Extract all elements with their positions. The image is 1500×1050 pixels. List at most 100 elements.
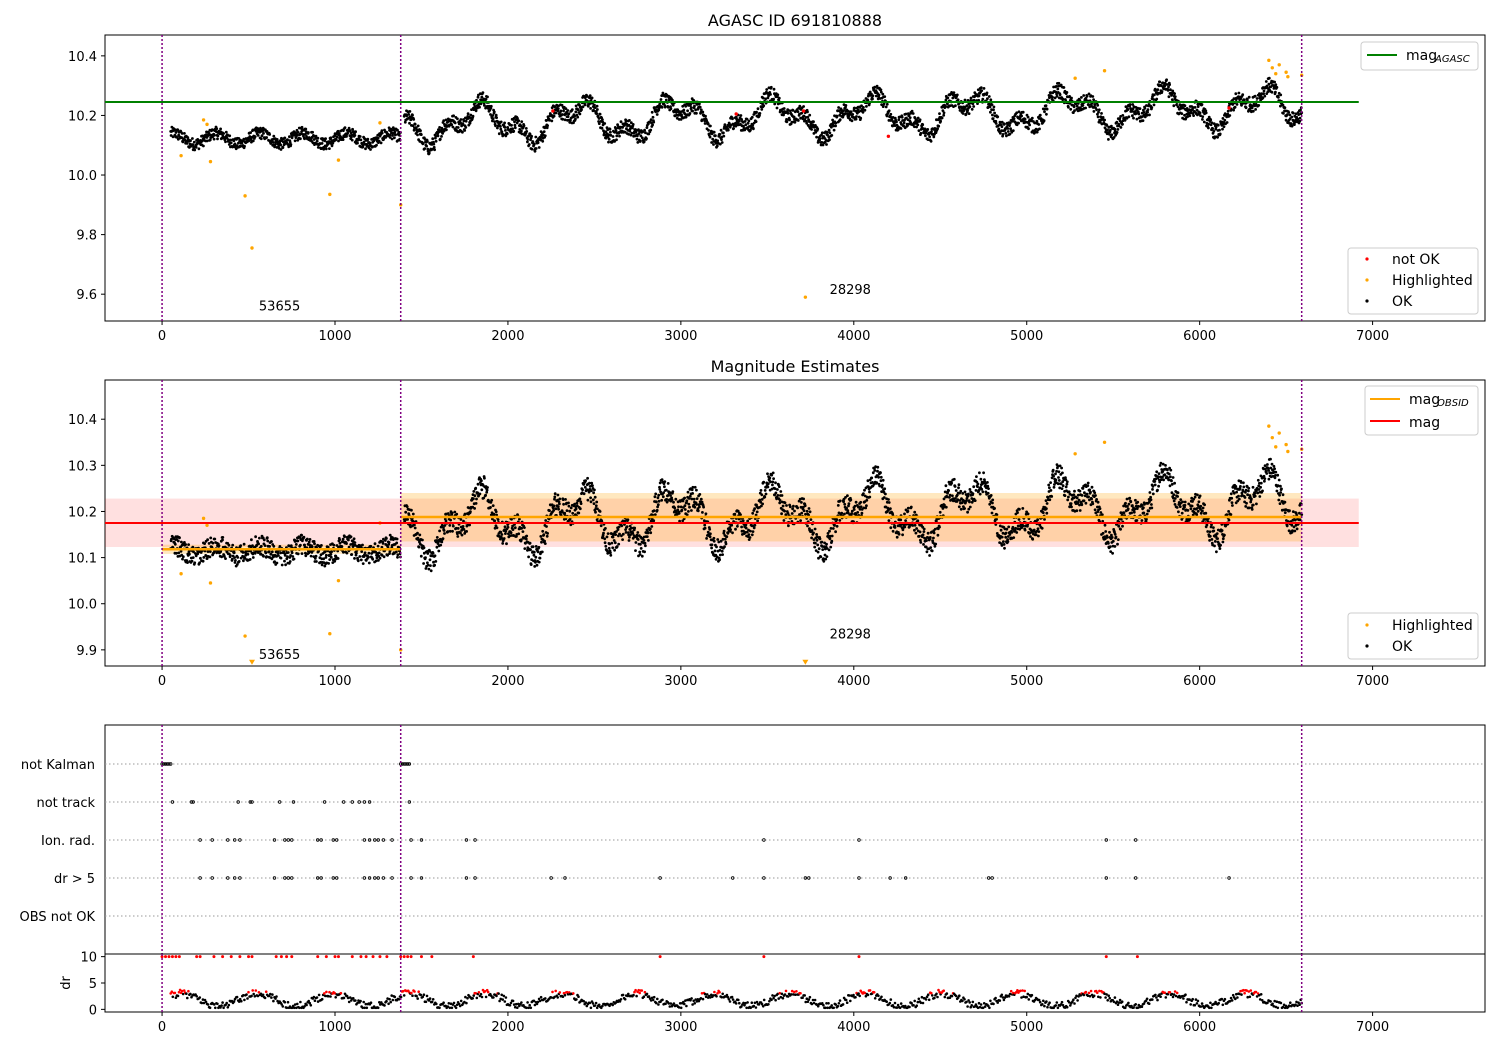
ok-point bbox=[181, 555, 185, 559]
ok-point bbox=[1023, 117, 1027, 121]
ok-point bbox=[693, 505, 697, 509]
ok-point bbox=[1216, 123, 1220, 127]
ok-point bbox=[1183, 104, 1187, 108]
not-ok-point bbox=[734, 112, 738, 116]
legend-highlighted: Highlighted bbox=[1392, 273, 1473, 289]
ok-point bbox=[1107, 138, 1110, 141]
not-ok-point bbox=[801, 109, 806, 113]
ok-point bbox=[1141, 119, 1145, 122]
ok-point bbox=[513, 120, 516, 124]
ok-point bbox=[750, 533, 754, 537]
ok-point bbox=[390, 137, 394, 141]
ok-point bbox=[1130, 110, 1134, 113]
ok-point bbox=[989, 110, 992, 114]
ok-point bbox=[1262, 92, 1265, 96]
ok-point bbox=[884, 492, 887, 496]
ok-point bbox=[340, 545, 344, 548]
ok-point bbox=[812, 531, 815, 535]
ok-point bbox=[753, 507, 756, 511]
ok-point bbox=[873, 85, 877, 89]
ok-point bbox=[673, 506, 677, 510]
ok-point bbox=[788, 118, 791, 122]
ok-point bbox=[866, 98, 870, 102]
ok-point bbox=[785, 120, 789, 124]
ok-point bbox=[946, 102, 949, 106]
ok-point bbox=[280, 563, 284, 567]
ok-point bbox=[177, 551, 181, 555]
ok-point bbox=[205, 139, 209, 143]
ok-point bbox=[336, 557, 340, 560]
ok-point bbox=[362, 140, 366, 144]
y-tick-label: 10.4 bbox=[68, 413, 97, 428]
ok-point bbox=[472, 490, 476, 493]
ok-point bbox=[634, 541, 638, 544]
ok-point bbox=[1069, 107, 1073, 111]
ok-point bbox=[851, 113, 855, 116]
ok-point bbox=[247, 139, 251, 143]
ok-point bbox=[693, 104, 696, 108]
ok-point bbox=[668, 491, 672, 495]
ok-point bbox=[1081, 104, 1085, 107]
ok-point bbox=[643, 541, 647, 545]
ok-point bbox=[857, 110, 861, 114]
ok-point bbox=[192, 140, 196, 144]
ok-point bbox=[1290, 124, 1294, 128]
ok-point bbox=[879, 471, 882, 475]
ok-point bbox=[1073, 109, 1076, 113]
ok-point bbox=[751, 511, 755, 515]
ok-point bbox=[629, 121, 633, 125]
ok-point bbox=[657, 493, 661, 497]
ok-point bbox=[595, 104, 599, 108]
ok-point bbox=[829, 545, 833, 549]
ok-point bbox=[902, 121, 906, 125]
ok-point bbox=[820, 141, 824, 144]
ok-point bbox=[412, 118, 416, 121]
ok-point bbox=[881, 105, 885, 108]
ok-point bbox=[879, 90, 883, 94]
ok-point bbox=[1087, 103, 1090, 106]
ok-point bbox=[532, 142, 536, 146]
ok-point bbox=[411, 512, 415, 516]
ok-point bbox=[699, 497, 703, 501]
ok-point bbox=[646, 531, 650, 535]
ok-point bbox=[442, 529, 446, 532]
ok-point bbox=[698, 105, 702, 109]
ok-point bbox=[875, 481, 879, 485]
ok-point bbox=[969, 96, 973, 100]
ok-point bbox=[1115, 120, 1119, 124]
ok-point bbox=[546, 532, 549, 535]
ok-point bbox=[1006, 127, 1010, 130]
ok-point bbox=[486, 95, 489, 99]
ok-point bbox=[201, 134, 205, 138]
ok-point bbox=[532, 550, 536, 554]
ok-point bbox=[703, 122, 707, 125]
ok-point bbox=[193, 561, 197, 565]
ok-point bbox=[407, 113, 411, 116]
ok-point bbox=[268, 133, 271, 136]
ok-point bbox=[603, 122, 607, 125]
ok-point bbox=[305, 537, 309, 541]
ok-point bbox=[772, 87, 776, 91]
highlighted-point bbox=[1277, 63, 1281, 67]
ok-point bbox=[818, 537, 822, 541]
ok-point bbox=[335, 135, 339, 139]
ok-point bbox=[557, 507, 560, 511]
ok-point bbox=[541, 529, 545, 533]
ok-point bbox=[1143, 106, 1147, 110]
ok-point bbox=[741, 519, 745, 523]
ok-point bbox=[699, 108, 703, 112]
ok-point bbox=[739, 114, 743, 117]
ok-point bbox=[300, 552, 304, 555]
ok-point bbox=[524, 537, 528, 541]
ok-point bbox=[601, 118, 604, 122]
ok-point bbox=[828, 131, 832, 135]
ok-point bbox=[1092, 98, 1095, 101]
ok-point bbox=[771, 471, 775, 475]
ok-point bbox=[329, 555, 333, 559]
ok-point bbox=[642, 539, 646, 542]
ok-point bbox=[473, 494, 477, 498]
ok-point bbox=[1008, 121, 1012, 125]
ok-point bbox=[451, 529, 454, 533]
ok-point bbox=[366, 137, 370, 141]
ok-point bbox=[806, 110, 809, 114]
